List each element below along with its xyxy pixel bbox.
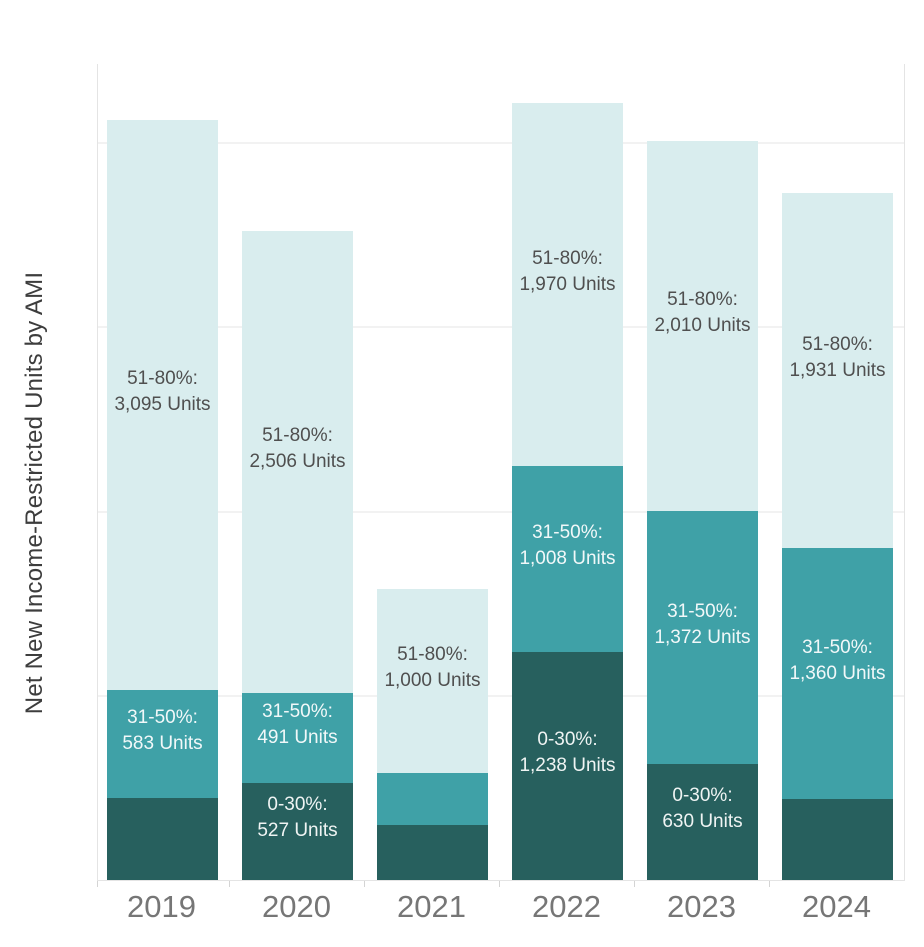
bar-segment-2022-31-50%[interactable]: 31-50%: 1,008 Units: [512, 466, 623, 652]
bar-label-2022-51-80%: 51-80%: 1,970 Units: [519, 247, 616, 295]
bar-segment-2021-51-80%[interactable]: 51-80%: 1,000 Units: [377, 588, 488, 774]
bar-segment-2019-51-80%[interactable]: 51-80%: 3,095 Units: [107, 120, 218, 691]
x-axis-tick-5: [769, 881, 770, 887]
bar-segment-2021-0-30%[interactable]: [377, 824, 488, 880]
bar-label-2022-0-30%: 0-30%: 1,238 Units: [519, 728, 616, 776]
x-tick-label-2023: 2023: [667, 889, 736, 924]
bar-label-2022-31-50%: 31-50%: 1,008 Units: [519, 522, 616, 570]
bar-segment-2022-51-80%[interactable]: 51-80%: 1,970 Units: [512, 103, 623, 467]
bar-segment-2024-31-50%[interactable]: 31-50%: 1,360 Units: [782, 548, 893, 799]
bar-label-2023-51-80%: 51-80%: 2,010 Units: [654, 289, 751, 337]
bar-label-2020-0-30%: 0-30%: 527 Units: [257, 794, 338, 842]
bar-segment-2020-31-50%[interactable]: 31-50%: 491 Units: [242, 692, 353, 783]
x-axis-tick-0: [97, 881, 98, 887]
bar-segment-2020-0-30%[interactable]: 0-30%: 527 Units: [242, 782, 353, 880]
bar-label-2024-51-80%: 51-80%: 1,931 Units: [789, 333, 886, 381]
bar-segment-2019-0-30%[interactable]: [107, 797, 218, 880]
y-axis-title: Net New Income-Restricted Units by AMI: [21, 271, 48, 715]
x-axis-tick-4: [634, 881, 635, 887]
bar-segment-2024-51-80%[interactable]: 51-80%: 1,931 Units: [782, 192, 893, 549]
bar-label-2019-51-80%: 51-80%: 3,095 Units: [114, 368, 211, 416]
bar-segment-2024-0-30%[interactable]: [782, 798, 893, 880]
bar-label-2023-31-50%: 31-50%: 1,372 Units: [654, 600, 751, 648]
bar-segment-2020-51-80%[interactable]: 51-80%: 2,506 Units: [242, 230, 353, 693]
gridline-4000: [98, 142, 904, 145]
bar-segment-2023-31-50%[interactable]: 31-50%: 1,372 Units: [647, 511, 758, 764]
x-tick-label-2019: 2019: [127, 889, 196, 924]
x-tick-label-2022: 2022: [532, 889, 601, 924]
bar-label-2021-51-80%: 51-80%: 1,000 Units: [384, 644, 481, 692]
x-axis-tick-3: [499, 881, 500, 887]
x-axis-tick-1: [229, 881, 230, 887]
bar-segment-2019-31-50%[interactable]: 31-50%: 583 Units: [107, 690, 218, 798]
bar-label-2023-0-30%: 0-30%: 630 Units: [662, 784, 743, 832]
bar-segment-2022-0-30%[interactable]: 0-30%: 1,238 Units: [512, 651, 623, 880]
gridline-1000: [98, 694, 904, 697]
bar-label-2020-51-80%: 51-80%: 2,506 Units: [249, 424, 346, 472]
gridline-3000: [98, 326, 904, 329]
plot-area: 31-50%: 583 Units 51-80%: 3,095 Units 0-30%:…: [97, 64, 905, 881]
x-tick-label-2024: 2024: [802, 889, 871, 924]
bar-segment-2021-31-50%[interactable]: [377, 773, 488, 825]
bar-segment-2023-0-30%[interactable]: 0-30%: 630 Units: [647, 763, 758, 880]
bar-label-2019-31-50%: 31-50%: 583 Units: [122, 706, 203, 754]
bar-label-2024-31-50%: 31-50%: 1,360 Units: [789, 636, 886, 684]
bar-segment-2023-51-80%[interactable]: 51-80%: 2,010 Units: [647, 141, 758, 512]
bar-label-2020-31-50%: 31-50%: 491 Units: [257, 700, 338, 748]
x-tick-label-2021: 2021: [397, 889, 466, 924]
x-tick-label-2020: 2020: [262, 889, 331, 924]
gridline-2000: [98, 510, 904, 513]
x-axis-tick-2: [364, 881, 365, 887]
